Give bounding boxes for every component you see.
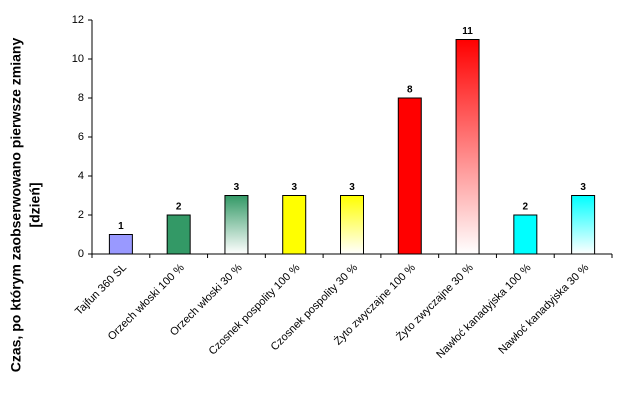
bar [397, 97, 422, 255]
x-tick-label: Tajfun 360 SL [73, 262, 129, 318]
data-label: 3 [291, 182, 297, 193]
y-tick-label: 2 [78, 209, 84, 221]
bar [224, 195, 249, 255]
data-label: 3 [349, 182, 355, 193]
y-tick-label: 12 [72, 14, 84, 26]
bar [166, 214, 191, 255]
data-label: 8 [407, 85, 413, 96]
bar [282, 195, 307, 255]
bar [571, 195, 596, 255]
y-tick-label: 0 [78, 248, 84, 260]
data-label: 3 [580, 182, 586, 193]
y-tick-label: 10 [72, 53, 84, 65]
data-label: 11 [462, 26, 473, 37]
bar [108, 234, 133, 255]
data-label: 2 [523, 202, 529, 213]
y-tick-label: 4 [78, 170, 84, 182]
data-label: 1 [118, 221, 124, 232]
bar [455, 39, 480, 255]
bar [513, 214, 538, 255]
y-axis-title: [dzień] [27, 182, 43, 227]
y-tick-label: 8 [78, 92, 84, 104]
y-tick-label: 6 [78, 131, 84, 143]
bar [340, 195, 364, 255]
data-label: 2 [176, 202, 182, 213]
data-label: 3 [234, 182, 240, 193]
y-axis-title: Czas, po którym zaobserwowano pierwsze z… [8, 38, 24, 373]
x-tick-label: Nawłoć kanadyjska 100 % [434, 262, 533, 361]
